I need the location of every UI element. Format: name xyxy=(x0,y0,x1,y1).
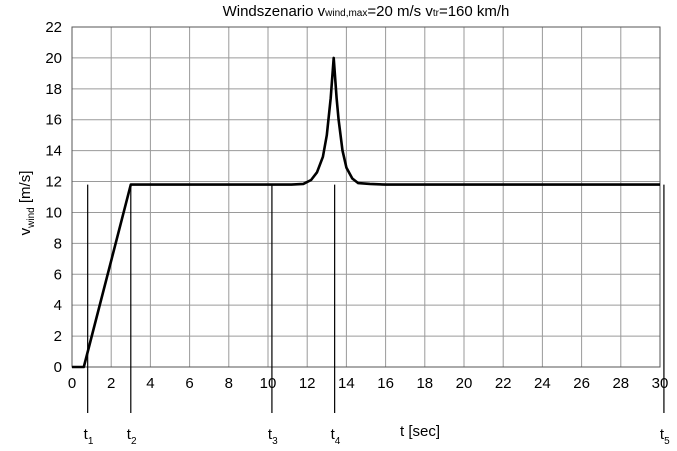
x-tick-label: 26 xyxy=(573,375,590,392)
y-tick-labels: 0 2 4 6 8 10 12 14 16 18 20 22 xyxy=(45,19,62,376)
x-axis-label: t [sec] xyxy=(400,423,440,440)
y-tick-label: 20 xyxy=(45,50,62,67)
grid-lines xyxy=(71,26,661,368)
y-tick-label: 18 xyxy=(45,81,62,98)
time-marker-label: t3 xyxy=(268,426,278,447)
x-tick-label: 20 xyxy=(456,375,473,392)
y-tick-label: 0 xyxy=(54,359,62,376)
y-tick-label: 22 xyxy=(45,19,62,36)
y-tick-label: 16 xyxy=(45,112,62,129)
x-tick-label: 10 xyxy=(260,375,277,392)
x-tick-label: 8 xyxy=(225,375,233,392)
x-tick-label: 2 xyxy=(107,375,115,392)
y-axis-label: vwind [m/s] xyxy=(17,171,37,236)
time-markers: t1 t2 t3 t4 t5 xyxy=(84,184,670,447)
x-tick-label: 24 xyxy=(534,375,551,392)
x-tick-label: 12 xyxy=(299,375,316,392)
y-tick-label: 6 xyxy=(54,266,62,283)
x-tick-label: 18 xyxy=(416,375,433,392)
time-marker-label: t5 xyxy=(660,426,670,447)
y-tick-label: 12 xyxy=(45,174,62,191)
y-tick-label: 14 xyxy=(45,143,62,160)
plot-frame xyxy=(71,26,661,368)
y-tick-label: 8 xyxy=(54,235,62,252)
y-tick-label: 10 xyxy=(45,204,62,221)
x-tick-label: 16 xyxy=(377,375,394,392)
x-tick-label: 6 xyxy=(185,375,193,392)
x-tick-label: 30 xyxy=(652,375,669,392)
time-marker-label: t1 xyxy=(84,426,94,447)
x-tick-label: 22 xyxy=(495,375,512,392)
wind-speed-series-line xyxy=(72,56,660,369)
x-tick-label: 0 xyxy=(68,375,76,392)
x-tick-labels: 0 2 4 6 8 10 12 14 16 18 20 22 24 26 28 30 xyxy=(68,375,669,392)
time-marker-label: t2 xyxy=(127,426,137,447)
x-tick-label: 14 xyxy=(338,375,355,392)
x-tick-label: 4 xyxy=(146,375,154,392)
chart-title: Windszenario vwind,max=20 m/s vtr=160 km… xyxy=(223,3,510,20)
time-marker-label: t4 xyxy=(331,426,341,447)
y-tick-label: 4 xyxy=(54,297,62,314)
y-tick-label: 2 xyxy=(54,328,62,345)
x-tick-label: 28 xyxy=(612,375,629,392)
